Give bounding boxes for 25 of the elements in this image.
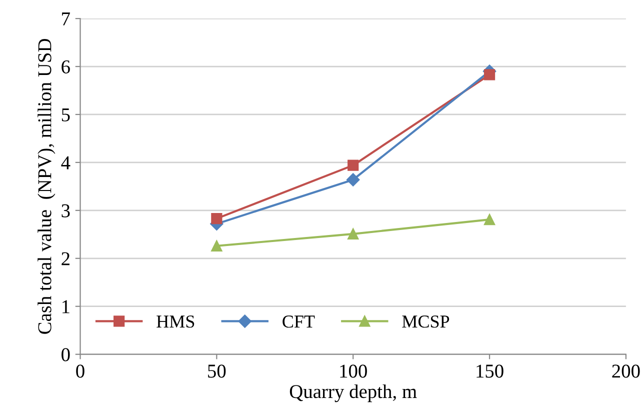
x-axis-title: Quarry depth, m <box>290 384 417 402</box>
y-tick-label: 5 <box>62 108 70 122</box>
y-tick-label: 3 <box>62 204 70 218</box>
y-tick-label: 7 <box>62 12 70 26</box>
y-tick-label: 6 <box>62 60 70 74</box>
y-tick-label: 1 <box>62 300 70 314</box>
point <box>484 69 496 80</box>
legend-label: HMS <box>156 316 194 328</box>
y-tick-label: 4 <box>61 156 70 170</box>
point <box>211 240 222 252</box>
x-tick-label: 200 <box>612 364 640 378</box>
y-tick-label: 0 <box>62 348 70 362</box>
point <box>211 213 222 224</box>
x-tick-label: 50 <box>208 364 226 378</box>
x-tick-label: 150 <box>476 364 504 378</box>
legend-label: MCSP <box>402 316 450 328</box>
x-tick-label: 100 <box>340 364 367 378</box>
y-axis-title: Cash total value (NPV), million USD <box>38 38 56 334</box>
point <box>348 228 359 240</box>
point <box>348 160 359 171</box>
y-tick-label: 2 <box>62 252 70 266</box>
legend-label: CFT <box>282 316 315 328</box>
point <box>484 214 496 226</box>
point <box>346 173 360 186</box>
x-tick-label: 0 <box>76 364 84 378</box>
